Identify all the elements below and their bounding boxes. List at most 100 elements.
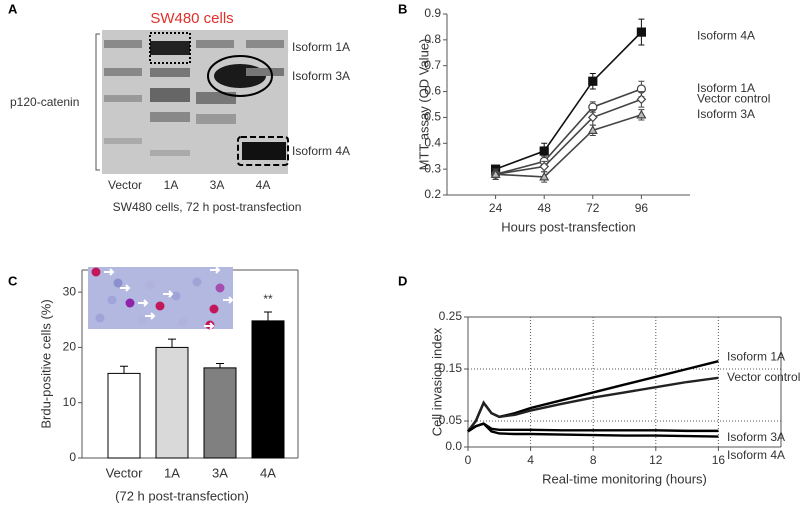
cell (95, 313, 105, 323)
marker (587, 125, 598, 134)
lane-label: 4A (256, 178, 271, 192)
band-label: Isoform 3A (292, 69, 350, 83)
x-tick-label: 12 (649, 453, 663, 467)
x-axis-label: Real-time monitoring (hours) (542, 471, 707, 486)
arrow (145, 312, 156, 320)
cell (192, 277, 202, 287)
y-tick-label: 0.2 (424, 187, 441, 201)
marker (636, 109, 647, 119)
cell (178, 317, 188, 327)
blot-title: SW480 cells (150, 10, 233, 27)
blot-caption: SW480 cells, 72 h post-transfection (113, 200, 302, 214)
series-label: Isoform 3A (727, 430, 785, 444)
panel-label: C (8, 273, 18, 288)
bar (155, 346, 189, 459)
bar (251, 320, 285, 459)
series-line (495, 31, 642, 170)
y-axis-label: Cell invasion index (429, 327, 444, 436)
series-line (467, 422, 719, 433)
marker (490, 169, 501, 178)
x-tick-label: Vector (106, 465, 144, 480)
series-line (495, 88, 642, 176)
lane-label: 1A (164, 178, 179, 192)
x-tick-label: 4 (527, 453, 534, 467)
blot-image (95, 30, 289, 174)
bar (203, 367, 237, 459)
marker (588, 76, 598, 86)
marker (539, 171, 550, 181)
marker (539, 146, 549, 156)
cell (171, 291, 181, 301)
lane-label: Vector (108, 178, 142, 192)
arrow (210, 266, 221, 274)
cell (113, 278, 123, 288)
error-bar (120, 365, 128, 374)
panel-label: B (398, 1, 407, 16)
lane-label: 3A (210, 178, 225, 192)
marker (636, 27, 647, 37)
x-axis-label: (72 h post-transfection) (115, 488, 249, 503)
series-label: Isoform 1A (697, 81, 755, 95)
x-tick-label: 1A (164, 465, 180, 480)
error-bar (264, 311, 272, 321)
cell (145, 280, 155, 290)
y-tick-label: 20 (63, 340, 77, 354)
band-label: Isoform 4A (292, 144, 350, 158)
y-tick-label: 0.3 (424, 161, 441, 175)
x-tick-label: 3A (212, 465, 228, 480)
y-tick-label: 0.15 (439, 361, 463, 375)
y-tick-label: 30 (63, 284, 77, 298)
bar (107, 372, 141, 459)
arrow (138, 299, 149, 307)
cell (107, 295, 117, 305)
series-label: Isoform 1A (727, 349, 785, 363)
x-tick-label: 48 (538, 201, 552, 215)
annotation: ** (263, 292, 273, 306)
y-tick-label: 0.4 (424, 135, 441, 149)
panel-label: D (398, 273, 407, 288)
marker (539, 161, 550, 172)
y-tick-label: 0 (69, 450, 76, 464)
cell (215, 283, 225, 293)
arrow (104, 268, 115, 276)
x-tick-label: 72 (586, 201, 600, 215)
error-bar (168, 338, 176, 348)
y-tick-label: 0.0 (445, 439, 462, 453)
series-label: Isoform 4A (727, 448, 785, 462)
y-tick-label: 0.5 (424, 110, 441, 124)
arrow (120, 284, 131, 292)
y-tick-label: 0.8 (424, 32, 441, 46)
x-axis-label: Hours post-transfection (501, 219, 635, 234)
x-tick-label: 16 (712, 453, 726, 467)
y-tick-label: 0.9 (424, 6, 441, 20)
y-axis-label: MTT assay (OD Value) (416, 39, 431, 171)
series-line (467, 376, 719, 433)
x-tick-label: 4A (260, 465, 276, 480)
y-tick-label: 0.7 (424, 58, 441, 72)
x-tick-label: 8 (590, 453, 597, 467)
cell (209, 304, 219, 314)
protein-label: p120-catenin (10, 95, 79, 109)
y-tick-label: 0.6 (424, 84, 441, 98)
cell (91, 267, 101, 277)
series-line (495, 114, 642, 178)
series-line (495, 98, 642, 176)
band-label: Isoform 1A (292, 40, 350, 54)
series-label: Vector control (697, 92, 770, 106)
x-tick-label: 0 (465, 453, 472, 467)
series-label: Vector control (727, 370, 800, 384)
error-bar (216, 362, 224, 368)
arrow (223, 296, 234, 304)
cell (155, 301, 165, 311)
cell (125, 298, 135, 308)
y-tick-label: 0.25 (439, 309, 463, 323)
cell (137, 315, 147, 325)
x-tick-label: 96 (635, 201, 649, 215)
y-tick-label: 0.05 (439, 413, 463, 427)
y-axis-label: Brdu-positive cells (%) (38, 299, 53, 428)
inset-photo (88, 266, 234, 330)
arrow (163, 290, 174, 298)
marker (587, 112, 598, 123)
arrow (204, 322, 215, 330)
